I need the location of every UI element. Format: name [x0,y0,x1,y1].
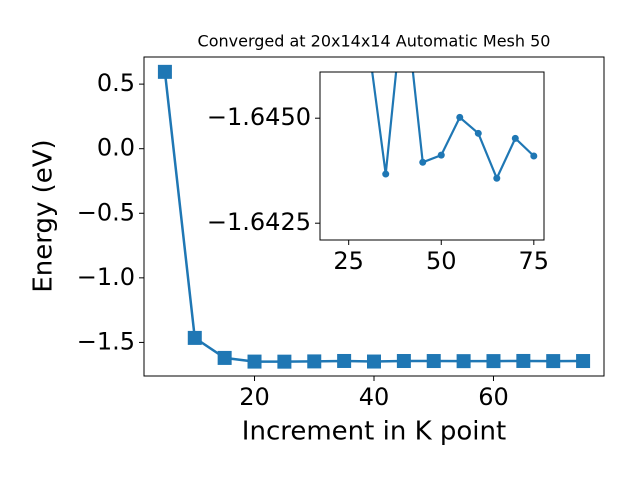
y-tick-label: −1.6450 [207,103,311,131]
marker [157,64,172,79]
marker [419,158,427,166]
marker [396,354,411,369]
marker [277,354,292,369]
x-axis-label: Increment in K point [242,417,506,447]
x-tick-label: 75 [519,247,550,275]
plot-content [371,72,538,182]
marker [382,170,390,178]
x-tick-label: 20 [239,383,270,411]
y-tick-label: 0.0 [97,134,135,162]
series-line [371,72,535,182]
marker [474,129,482,137]
plot-content [157,64,591,369]
marker [486,354,501,369]
y-tick-label: −0.5 [77,198,135,226]
marker [546,354,561,369]
marker [493,174,501,182]
marker [530,152,538,160]
y-tick-label: −1.5 [77,327,135,355]
y-tick-label: −1.6425 [207,208,311,236]
axes-frame [319,71,545,241]
y-axis-label: Energy (eV) [29,139,59,292]
plot-area [320,72,544,240]
marker [337,353,352,368]
marker [456,354,471,369]
x-tick-label: 50 [426,247,457,275]
marker [217,350,232,365]
marker [516,353,531,368]
marker [456,113,464,121]
marker [576,354,591,369]
x-tick-label: 40 [359,383,390,411]
marker [307,354,322,369]
y-tick-label: 0.5 [97,69,135,97]
marker [367,354,381,369]
marker [187,330,202,345]
y-tick-label: −1.0 [77,263,135,291]
marker [247,354,262,369]
x-tick-label: 25 [333,247,364,275]
x-tick-label: 60 [478,383,509,411]
chart-title: Converged at 20x14x14 Automatic Mesh 50 [198,32,551,51]
marker [511,134,519,142]
marker [437,151,445,159]
marker [426,354,441,369]
